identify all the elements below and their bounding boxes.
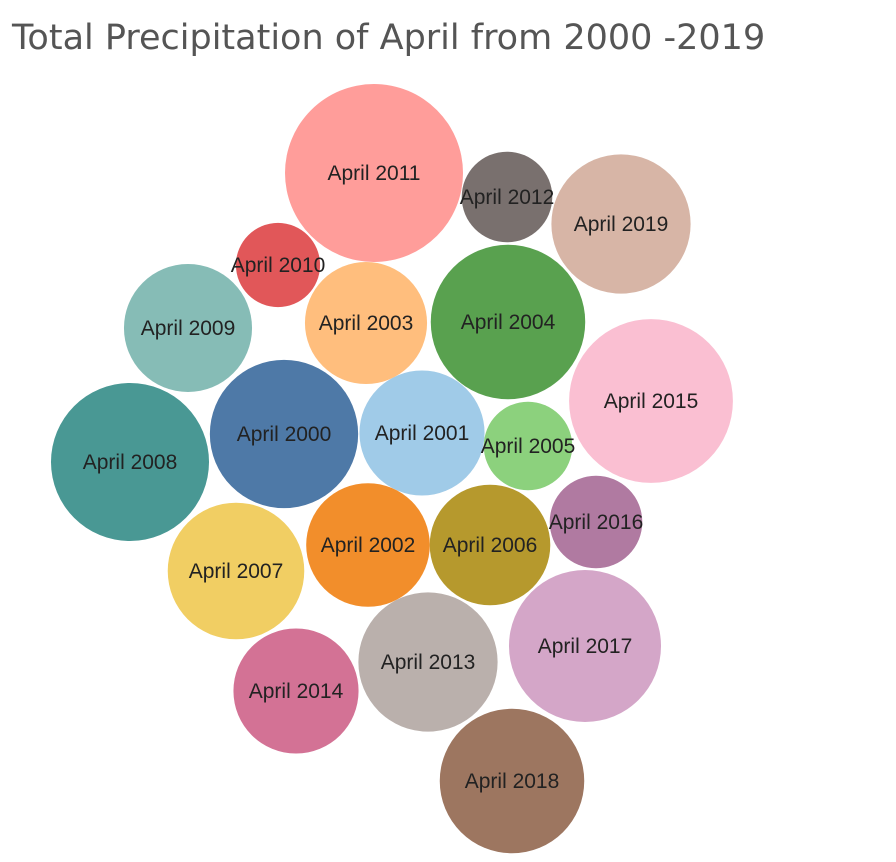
bubble-circle-april-2010[interactable] (235, 222, 321, 308)
bubble-circle-april-2014[interactable] (233, 628, 359, 754)
bubble-april-2008[interactable] (50, 382, 210, 542)
bubble-april-2011[interactable] (285, 84, 463, 262)
bubble-circle-april-2005[interactable] (483, 401, 573, 491)
bubble-circle-april-2004[interactable] (430, 244, 586, 400)
bubble-april-2010[interactable] (235, 222, 321, 308)
bubble-label-april-2000: April 2000 (237, 423, 332, 446)
bubble-label-april-2016: April 2016 (549, 511, 644, 534)
bubble-label-april-2010: April 2010 (231, 254, 326, 277)
chart-title: Total Precipitation of April from 2000 -… (12, 18, 766, 58)
bubble-label-april-2008: April 2008 (83, 451, 178, 474)
bubble-april-2015[interactable] (569, 319, 733, 483)
bubble-circle-april-2009[interactable] (123, 263, 253, 393)
bubble-april-2018[interactable] (439, 708, 585, 854)
bubble-circle-april-2015[interactable] (569, 319, 733, 483)
bubble-april-2001[interactable] (359, 370, 485, 496)
bubble-label-april-2013: April 2013 (381, 651, 476, 674)
bubble-label-april-2014: April 2014 (249, 680, 344, 703)
bubble-label-april-2002: April 2002 (321, 534, 416, 557)
bubble-label-april-2009: April 2009 (141, 317, 236, 340)
bubble-april-2007[interactable] (167, 502, 305, 640)
bubble-april-2019[interactable] (551, 154, 691, 294)
bubble-label-april-2011: April 2011 (327, 162, 420, 185)
bubble-circle-april-2002[interactable] (306, 483, 430, 607)
bubble-circle-april-2007[interactable] (167, 502, 305, 640)
bubble-circle-april-2017[interactable] (508, 569, 662, 723)
bubble-april-2005[interactable] (483, 401, 573, 491)
bubble-label-april-2001: April 2001 (375, 422, 470, 445)
bubble-april-2017[interactable] (508, 569, 662, 723)
bubble-circle-april-2003[interactable] (304, 261, 428, 385)
bubble-april-2000[interactable] (209, 359, 359, 509)
bubble-label-april-2005: April 2005 (481, 435, 576, 458)
bubble-label-april-2007: April 2007 (189, 560, 284, 583)
bubble-april-2013[interactable] (358, 592, 498, 732)
bubble-circle-april-2001[interactable] (359, 370, 485, 496)
bubble-circle-april-2011[interactable] (285, 84, 463, 262)
bubble-label-april-2015: April 2015 (604, 390, 699, 413)
bubble-april-2002[interactable] (306, 483, 430, 607)
bubble-circle-april-2008[interactable] (50, 382, 210, 542)
bubble-april-2014[interactable] (233, 628, 359, 754)
bubble-april-2004[interactable] (430, 244, 586, 400)
bubble-circle-april-2018[interactable] (439, 708, 585, 854)
bubble-label-april-2012: April 2012 (460, 186, 555, 209)
bubble-label-april-2019: April 2019 (574, 213, 669, 236)
bubble-circle-april-2013[interactable] (358, 592, 498, 732)
bubble-label-april-2006: April 2006 (443, 534, 538, 557)
bubble-circle-april-2019[interactable] (551, 154, 691, 294)
bubble-label-april-2018: April 2018 (465, 770, 560, 793)
bubble-circle-april-2006[interactable] (429, 484, 551, 606)
bubble-label-april-2003: April 2003 (319, 312, 414, 335)
bubble-label-april-2004: April 2004 (461, 311, 556, 334)
bubble-circle-april-2000[interactable] (209, 359, 359, 509)
bubble-april-2003[interactable] (304, 261, 428, 385)
bubble-april-2006[interactable] (429, 484, 551, 606)
bubble-april-2012[interactable] (461, 151, 553, 243)
bubble-circle-april-2016[interactable] (549, 475, 643, 569)
bubble-circle-april-2012[interactable] (461, 151, 553, 243)
bubble-april-2016[interactable] (549, 475, 643, 569)
bubble-label-april-2017: April 2017 (538, 635, 633, 658)
bubble-april-2009[interactable] (123, 263, 253, 393)
